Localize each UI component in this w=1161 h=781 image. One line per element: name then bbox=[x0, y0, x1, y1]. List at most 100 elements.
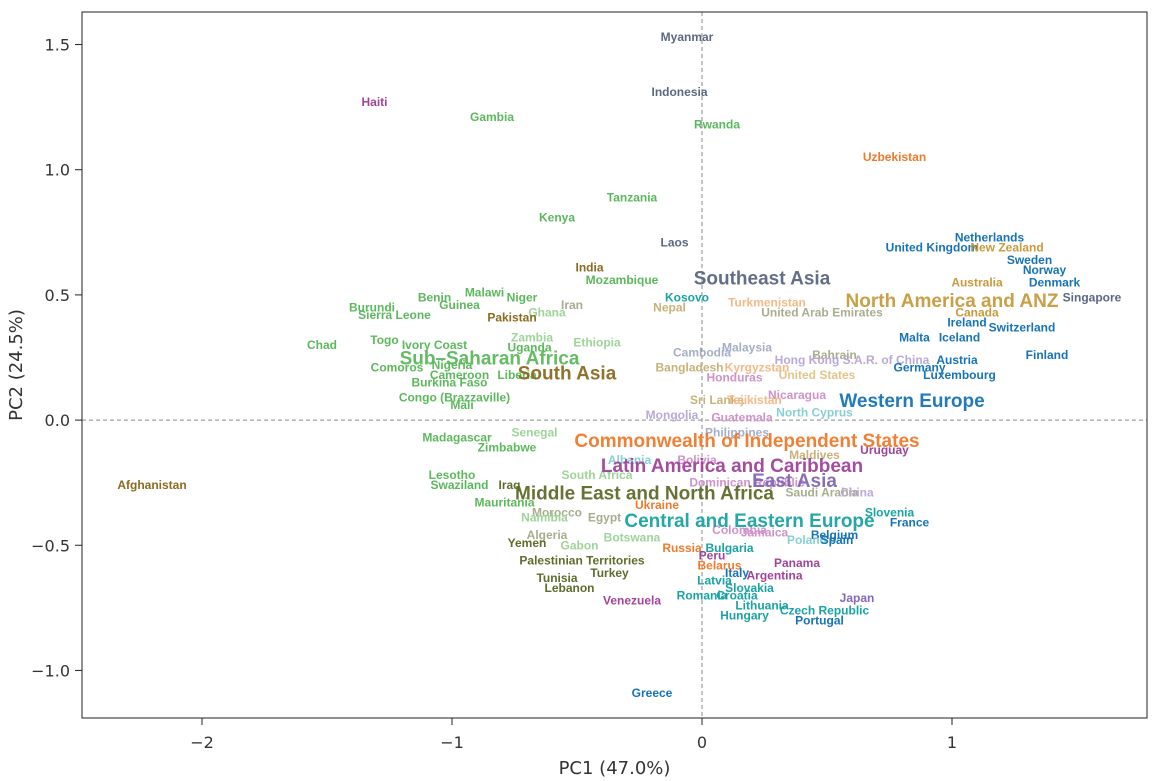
country-label: Mozambique bbox=[586, 273, 659, 287]
region-label: Latin America and Caribbean bbox=[601, 456, 863, 477]
y-tick-label: 1.0 bbox=[45, 161, 70, 180]
y-tick-label: 0.5 bbox=[45, 286, 70, 305]
country-label: Afghanistan bbox=[117, 478, 186, 492]
country-label: Spain bbox=[821, 533, 854, 547]
country-label: Lithuania bbox=[735, 598, 789, 612]
country-label: Haiti bbox=[361, 95, 387, 109]
country-label: Iraq bbox=[498, 478, 520, 492]
country-label: Namibia bbox=[521, 511, 568, 525]
country-label: Malawi bbox=[465, 285, 504, 299]
country-label: Iceland bbox=[939, 330, 980, 344]
country-label: Bulgaria bbox=[705, 541, 753, 555]
country-label: United Kingdom bbox=[886, 240, 979, 254]
country-label: Belarus bbox=[697, 558, 741, 572]
country-label: Cambodia bbox=[673, 345, 731, 359]
country-label: Tanzania bbox=[607, 190, 658, 204]
country-label: South Africa bbox=[562, 468, 633, 482]
country-label: Ireland bbox=[947, 315, 986, 329]
country-label: United Arab Emirates bbox=[761, 305, 883, 319]
country-label: Benin bbox=[418, 290, 451, 304]
country-label: Uruguay bbox=[860, 443, 909, 457]
y-tick-label: 1.5 bbox=[45, 36, 70, 55]
country-label: India bbox=[575, 260, 603, 274]
y-tick-label: 0.0 bbox=[45, 411, 70, 430]
country-label: United States bbox=[779, 368, 856, 382]
country-label: Maldives bbox=[789, 448, 840, 462]
country-label: Australia bbox=[951, 275, 1003, 289]
country-label: Latvia bbox=[697, 573, 732, 587]
country-label: Belgium bbox=[811, 528, 858, 542]
country-labels: Myanmar Indonesia Haiti Gambia Rwanda Uzbekis… bbox=[117, 30, 1121, 700]
country-label: Madagascar bbox=[422, 431, 492, 445]
country-label: Guinea bbox=[439, 298, 480, 312]
country-label: Botswana bbox=[604, 531, 661, 545]
country-label: Senegal bbox=[511, 426, 557, 440]
country-label: Chad bbox=[307, 338, 337, 352]
reference-lines bbox=[82, 12, 1147, 718]
x-axis-ticks: −2 −1 0 1 bbox=[190, 718, 957, 752]
country-label: Switzerland bbox=[989, 320, 1056, 334]
country-label: Turkmenistan bbox=[728, 295, 806, 309]
country-label: Hungary bbox=[720, 608, 769, 622]
x-axis-label: PC1 (47.0%) bbox=[559, 758, 671, 779]
country-label: Algeria bbox=[527, 528, 568, 542]
country-label: Nigeria bbox=[432, 358, 473, 372]
country-label: Ukraine bbox=[635, 498, 679, 512]
country-label: Panama bbox=[774, 556, 820, 570]
country-label: Colombia bbox=[712, 523, 767, 537]
country-label: Norway bbox=[1023, 263, 1067, 277]
country-label: Laos bbox=[660, 235, 688, 249]
x-tick-label: 1 bbox=[947, 733, 957, 752]
country-label: Yemen bbox=[508, 536, 547, 550]
country-label: Albania bbox=[608, 453, 652, 467]
country-label: New Zealand bbox=[970, 240, 1043, 254]
country-label: Poland bbox=[787, 533, 827, 547]
country-label: Bangladesh bbox=[655, 361, 723, 375]
country-label: Sierra Leone bbox=[358, 308, 431, 322]
country-label: Turkey bbox=[590, 566, 629, 580]
region-labels: Southeast Asia North America and ANZ Sub–S… bbox=[400, 268, 1059, 532]
country-label: Ivory Coast bbox=[402, 338, 467, 352]
region-label: Sub–Saharan Africa bbox=[400, 348, 580, 369]
country-label: Austria bbox=[936, 353, 978, 367]
country-label: Mongolia bbox=[646, 408, 699, 422]
country-label: Croatia bbox=[716, 588, 758, 602]
country-label: Luxembourg bbox=[923, 368, 996, 382]
country-label: Uzbekistan bbox=[863, 150, 926, 164]
country-label: Hong Kong S.A.R. of China bbox=[775, 353, 930, 367]
country-label: Indonesia bbox=[651, 85, 707, 99]
country-label: Comoros bbox=[371, 361, 424, 375]
country-label: Finland bbox=[1026, 348, 1069, 362]
country-label: Mauritania bbox=[474, 496, 534, 510]
country-label: Greece bbox=[632, 686, 673, 700]
country-label: Honduras bbox=[706, 371, 762, 385]
country-label: Malta bbox=[899, 330, 930, 344]
country-label: China bbox=[840, 486, 874, 500]
region-label: Western Europe bbox=[839, 391, 984, 412]
y-axis-label: PC2 (24.5%) bbox=[6, 309, 27, 421]
plot-frame bbox=[81, 11, 1148, 719]
country-label: Japan bbox=[840, 591, 875, 605]
y-tick-label: −0.5 bbox=[31, 536, 70, 555]
country-label: Slovakia bbox=[725, 581, 774, 595]
country-label: Kyrgyzstan bbox=[725, 361, 790, 375]
x-tick-label: −2 bbox=[190, 733, 214, 752]
region-label: Middle East and North Africa bbox=[515, 484, 774, 505]
region-label: Southeast Asia bbox=[694, 268, 831, 289]
country-label: Egypt bbox=[588, 511, 621, 525]
country-label: Nicaragua bbox=[768, 388, 826, 402]
country-label: Philippines bbox=[705, 426, 769, 440]
x-tick-label: 0 bbox=[697, 733, 707, 752]
country-label: Lebanon bbox=[545, 581, 595, 595]
country-label: Romania bbox=[677, 588, 728, 602]
country-label: Malaysia bbox=[722, 340, 772, 354]
country-label: Russia bbox=[662, 541, 702, 555]
country-label: Germany bbox=[893, 361, 945, 375]
country-label: Liberia bbox=[497, 368, 537, 382]
country-label: Bahrain bbox=[812, 348, 857, 362]
country-label: Kenya bbox=[539, 210, 575, 224]
country-label: Venezuela bbox=[603, 593, 661, 607]
region-label: North America and ANZ bbox=[846, 291, 1059, 312]
country-label: Jamaica bbox=[741, 526, 789, 540]
